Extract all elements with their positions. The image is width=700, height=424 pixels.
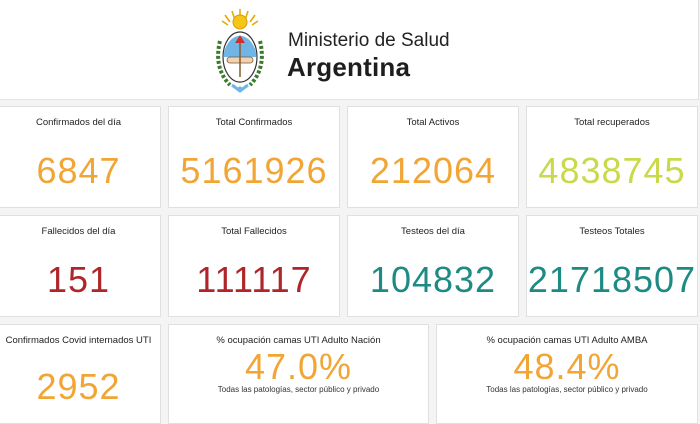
stat-value: 6847 (36, 150, 121, 191)
stat-label: Total Confirmados (215, 117, 293, 128)
stat-value: 151 (46, 259, 111, 300)
stat-card-ocupacion-amba: % ocupación camas UTI Adulto AMBA 48.4% … (436, 324, 698, 424)
country-name: Argentina (287, 52, 411, 82)
stat-label: % ocupación camas UTI Adulto AMBA (486, 335, 648, 346)
stat-value: 4838745 (538, 150, 686, 191)
stat-value: 21718507 (527, 259, 697, 300)
stat-label: Total Fallecidos (221, 226, 287, 237)
stat-value: 48.4% (513, 346, 621, 387)
stat-card-total-fallecidos: Total Fallecidos 111117 (168, 215, 340, 317)
stat-label: % ocupación camas UTI Adulto Nación (216, 335, 381, 346)
stat-value: 212064 (369, 150, 497, 191)
stat-label: Total Activos (406, 117, 460, 128)
header: Ministerio de Salud Argentina (0, 0, 699, 100)
stat-card-testeos-totales: Testeos Totales 21718507 (526, 215, 698, 317)
stat-card-internados-uti: Confirmados Covid internados UTI 2952 (0, 324, 161, 424)
stat-card-total-confirmados: Total Confirmados 5161926 (168, 106, 340, 208)
stat-value: 5161926 (180, 150, 328, 191)
stat-note: Todas las patologías, sector público y p… (217, 385, 380, 394)
stat-label: Confirmados Covid internados UTI (5, 335, 152, 346)
stat-card-ocupacion-nacion: % ocupación camas UTI Adulto Nación 47.0… (168, 324, 429, 424)
stat-value: 47.0% (244, 346, 353, 387)
stat-label: Testeos Totales (579, 226, 645, 237)
ministry-name: Ministerio de Salud (288, 30, 450, 51)
stat-card-fallecidos-dia: Fallecidos del día 151 (0, 215, 161, 317)
stat-value: 104832 (369, 259, 497, 300)
stat-value: 2952 (36, 366, 121, 407)
coat-of-arms-logo (216, 9, 264, 93)
stat-card-confirmados-dia: Confirmados del día 6847 (0, 106, 161, 208)
stat-label: Fallecidos del día (41, 226, 116, 237)
stat-card-total-activos: Total Activos 212064 (347, 106, 519, 208)
stat-label: Confirmados del día (35, 117, 122, 128)
stat-note: Todas las patologías, sector público y p… (486, 385, 648, 394)
stat-label: Total recuperados (574, 117, 650, 128)
stat-card-total-recuperados: Total recuperados 4838745 (526, 106, 698, 208)
stat-label: Testeos del día (401, 226, 465, 237)
stat-card-testeos-dia: Testeos del día 104832 (347, 215, 519, 317)
stat-value: 111117 (196, 259, 312, 300)
